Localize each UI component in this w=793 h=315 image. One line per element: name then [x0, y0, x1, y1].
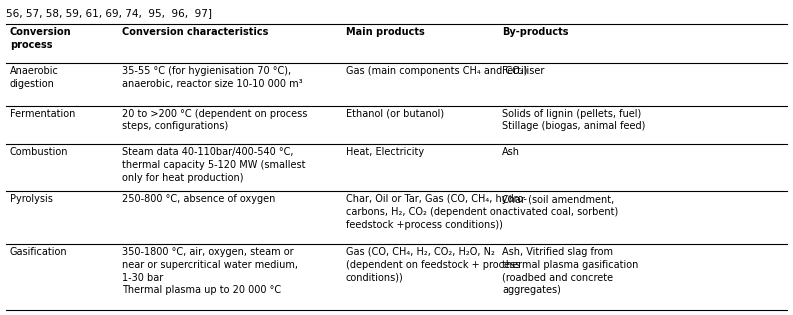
Text: 35-55 °C (for hygienisation 70 °C),
anaerobic, reactor size 10-10 000 m³: 35-55 °C (for hygienisation 70 °C), anae… [121, 66, 302, 89]
Text: 250-800 °C, absence of oxygen: 250-800 °C, absence of oxygen [121, 194, 275, 204]
Text: Gas (CO, CH₄, H₂, CO₂, H₂O, N₂
(dependent on feedstock + process
conditions)): Gas (CO, CH₄, H₂, CO₂, H₂O, N₂ (dependen… [346, 247, 520, 283]
Text: Ash, Vitrified slag from
thermal plasma gasification
(roadbed and concrete
aggre: Ash, Vitrified slag from thermal plasma … [502, 247, 638, 295]
Text: Char, Oil or Tar, Gas (CO, CH₄, hydro-
carbons, H₂, CO₂ (dependent on
feedstock : Char, Oil or Tar, Gas (CO, CH₄, hydro- c… [346, 194, 527, 230]
Text: Steam data 40-110bar/400-540 °C,
thermal capacity 5-120 MW (smallest
only for he: Steam data 40-110bar/400-540 °C, thermal… [121, 147, 305, 183]
Text: Pyrolysis: Pyrolysis [10, 194, 53, 204]
Text: 350-1800 °C, air, oxygen, steam or
near or supercritical water medium,
1-30 bar
: 350-1800 °C, air, oxygen, steam or near … [121, 247, 297, 295]
Text: Fertiliser: Fertiliser [502, 66, 544, 76]
Text: Ethanol (or butanol): Ethanol (or butanol) [346, 109, 444, 119]
Text: Conversion characteristics: Conversion characteristics [121, 27, 268, 37]
Text: Solids of lignin (pellets, fuel)
Stillage (biogas, animal feed): Solids of lignin (pellets, fuel) Stillag… [502, 109, 646, 131]
Text: Combustion: Combustion [10, 147, 68, 157]
Text: Char (soil amendment,
activated coal, sorbent): Char (soil amendment, activated coal, so… [502, 194, 619, 217]
Text: 56, 57, 58, 59, 61, 69, 74,  95,  96,  97]: 56, 57, 58, 59, 61, 69, 74, 95, 96, 97] [6, 8, 212, 18]
Text: 20 to >200 °C (dependent on process
steps, configurations): 20 to >200 °C (dependent on process step… [121, 109, 307, 131]
Text: Heat, Electricity: Heat, Electricity [346, 147, 424, 157]
Text: By-products: By-products [502, 27, 569, 37]
Text: Conversion
process: Conversion process [10, 27, 71, 50]
Text: Gas (main components CH₄ and CO₂): Gas (main components CH₄ and CO₂) [346, 66, 527, 76]
Text: Fermentation: Fermentation [10, 109, 75, 119]
Text: Anaerobic
digestion: Anaerobic digestion [10, 66, 59, 89]
Text: Gasification: Gasification [10, 247, 67, 257]
Text: Ash: Ash [502, 147, 520, 157]
Text: Main products: Main products [346, 27, 424, 37]
